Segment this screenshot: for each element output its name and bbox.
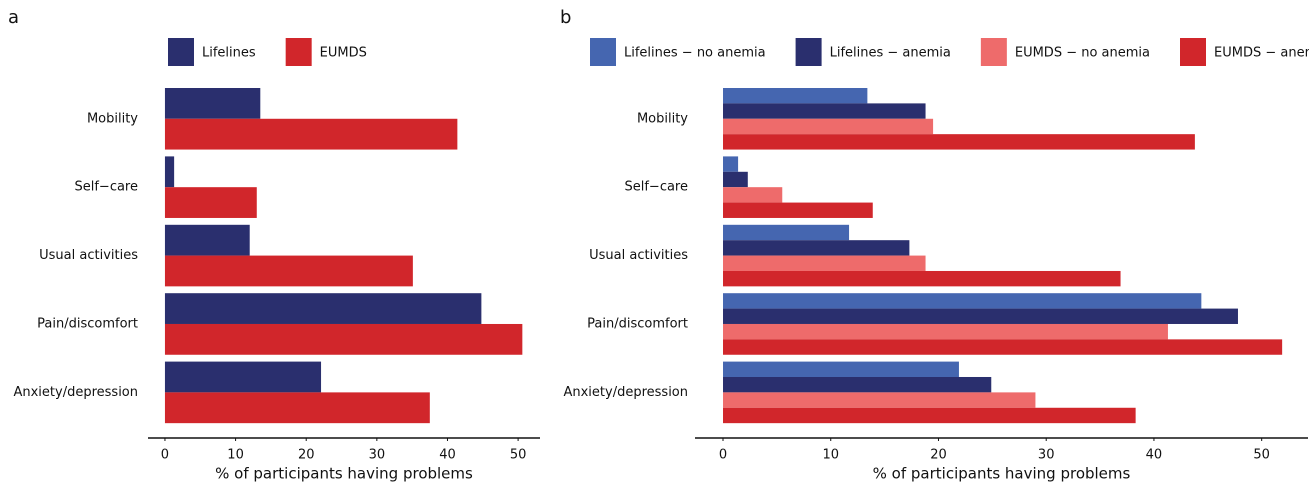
bar: [723, 134, 1195, 150]
x-tick-label: 10: [822, 448, 839, 463]
bar: [723, 240, 910, 256]
bar: [723, 156, 739, 172]
x-tick-label: 50: [510, 448, 527, 463]
bar: [164, 224, 250, 256]
bar: [723, 224, 850, 241]
x-tick-label: 30: [1038, 448, 1055, 463]
category-label: Mobility: [87, 111, 138, 126]
category-label: Usual activities: [589, 248, 688, 263]
x-axis-title: % of participants having problems: [873, 465, 1131, 483]
bar: [723, 376, 992, 393]
bar: [723, 103, 926, 119]
legend-label: EUMDS − anemia: [1214, 46, 1309, 61]
bar: [723, 202, 873, 218]
bar: [723, 187, 783, 203]
legend-label: EUMDS: [320, 46, 367, 61]
bar: [164, 323, 523, 355]
x-tick-label: 0: [719, 448, 727, 463]
bar: [723, 308, 1238, 324]
legend-swatch: [980, 38, 1007, 66]
x-axis-title: % of participants having problems: [215, 465, 473, 483]
bar: [164, 255, 413, 287]
category-label: Pain/discomfort: [37, 316, 138, 331]
legend-swatch: [590, 38, 616, 66]
bar: [164, 88, 261, 119]
bar: [164, 392, 430, 424]
panel-label: b: [560, 7, 571, 28]
legend-label: Lifelines − no anemia: [624, 46, 766, 61]
panel-label: a: [8, 7, 19, 28]
category-label: Self−care: [74, 180, 138, 195]
category-label: Self−care: [624, 180, 688, 195]
bar: [723, 293, 1202, 309]
bar: [723, 361, 959, 377]
legend-label: Lifelines: [202, 46, 256, 61]
bar: [723, 407, 1136, 424]
x-tick-label: 50: [1253, 448, 1270, 463]
x-tick-label: 40: [1146, 448, 1163, 463]
x-tick-label: 20: [298, 448, 315, 463]
x-tick-label: 30: [369, 448, 386, 463]
bar: [723, 255, 926, 271]
bar: [164, 118, 458, 150]
x-tick-label: 40: [439, 448, 456, 463]
legend-swatch: [795, 38, 822, 66]
bar: [723, 323, 1168, 340]
category-label: Usual activities: [39, 248, 138, 263]
bar: [723, 270, 1121, 287]
x-tick-label: 10: [227, 448, 244, 463]
category-label: Anxiety/depression: [13, 385, 138, 400]
bar: [164, 293, 482, 324]
x-tick-label: 0: [161, 448, 169, 463]
bar: [723, 171, 748, 188]
bar: [164, 156, 175, 188]
legend-swatch: [168, 38, 194, 66]
category-label: Mobility: [637, 111, 688, 126]
bar: [723, 392, 1036, 408]
legend-label: EUMDS − no anemia: [1015, 46, 1150, 61]
bar: [723, 88, 868, 104]
bar: [723, 118, 934, 135]
legend-label: Lifelines − anemia: [830, 46, 951, 61]
bar: [164, 187, 257, 218]
legend-swatch: [1180, 38, 1206, 66]
legend-swatch: [285, 38, 312, 66]
category-label: Pain/discomfort: [587, 316, 688, 331]
x-tick-label: 20: [930, 448, 947, 463]
category-label: Anxiety/depression: [563, 385, 688, 400]
bar: [164, 361, 322, 393]
bar: [723, 339, 1283, 355]
